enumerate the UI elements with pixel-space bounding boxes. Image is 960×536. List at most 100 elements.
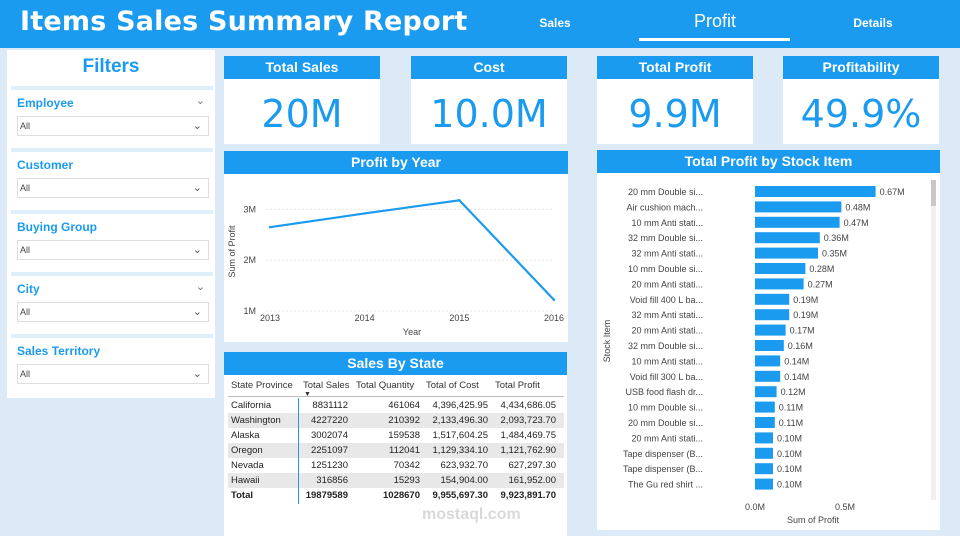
- chevron-down-icon[interactable]: ⌄: [195, 95, 205, 107]
- table-cell: 2,133,496.30: [432, 415, 488, 426]
- slicer-label: Buying Group: [17, 220, 97, 234]
- bar: [755, 432, 773, 444]
- chevron-down-icon: ⌄: [192, 368, 202, 380]
- nav-sales[interactable]: Sales: [539, 16, 571, 30]
- kpi-label: Cost: [411, 56, 567, 79]
- table-cell: 4227220: [311, 415, 348, 426]
- data-label: 0.16M: [788, 341, 813, 351]
- column-header[interactable]: Total Quantity: [356, 380, 415, 391]
- category-label: 20 mm Double si...: [628, 418, 703, 428]
- category-label: The Gu red shirt ...: [628, 480, 703, 490]
- x-tick-label: 2014: [355, 313, 375, 323]
- table-cell: 623,932.70: [440, 460, 488, 471]
- category-label: 20 mm Anti stati...: [631, 433, 703, 443]
- data-label: 0.48M: [845, 202, 870, 212]
- category-label: 32 mm Anti stati...: [631, 310, 703, 320]
- bar: [755, 201, 842, 213]
- table-cell: 4,396,425.95: [432, 400, 488, 411]
- slicer-label: City: [17, 282, 40, 296]
- slicer-dropdown[interactable]: All ⌄: [17, 302, 209, 322]
- data-label: 0.27M: [808, 279, 833, 289]
- slicer-label: Customer: [17, 158, 74, 172]
- slicer-dropdown[interactable]: All ⌄: [17, 364, 209, 384]
- chart-title: Total Profit by Stock Item: [597, 150, 940, 173]
- table-title: Sales By State: [224, 352, 567, 375]
- table-row: Hawaii 316856 15293 154,904.00 161,952.00: [228, 473, 564, 488]
- table-cell: 9,955,697.30: [432, 490, 488, 501]
- data-label: 0.11M: [779, 403, 803, 413]
- table-cell: 1251230: [311, 460, 348, 471]
- x-tick-label: 0.0M: [745, 502, 765, 512]
- table-cell: Total: [231, 490, 253, 501]
- table-cell: 159538: [388, 430, 420, 441]
- table-cell: Hawaii: [231, 475, 260, 486]
- slicer-value: All: [20, 183, 31, 193]
- data-label: 0.19M: [793, 295, 818, 305]
- table-cell: Nevada: [231, 460, 264, 471]
- table-cell: 9,923,891.70: [500, 490, 556, 501]
- table-cell: 4,434,686.05: [500, 400, 556, 411]
- table-row: Nevada 1251230 70342 623,932.70 627,297.30: [228, 458, 564, 473]
- table-cell: 154,904.00: [440, 475, 488, 486]
- nav-profit[interactable]: Profit: [693, 11, 736, 31]
- column-header[interactable]: State Province: [231, 380, 293, 391]
- table-cell: 161,952.00: [508, 475, 556, 486]
- table-cell: 2,093,723.70: [500, 415, 556, 426]
- category-label: 10 mm Double si...: [628, 264, 703, 274]
- column-header[interactable]: Total Sales: [303, 380, 350, 391]
- data-point: [363, 212, 366, 215]
- data-label: 0.10M: [777, 433, 802, 443]
- kpi-value: 49.9%: [800, 92, 922, 136]
- category-label: Void fill 400 L ba...: [630, 295, 703, 305]
- data-label: 0.12M: [781, 387, 806, 397]
- data-label: 0.28M: [809, 264, 834, 274]
- x-tick-label: 2015: [449, 313, 469, 323]
- category-label: 32 mm Anti stati...: [631, 249, 703, 259]
- watermark: mostaql.com: [422, 506, 521, 523]
- data-point: [268, 225, 272, 229]
- bar: [755, 324, 786, 336]
- header-divider: [228, 396, 564, 397]
- data-label: 0.47M: [844, 218, 869, 228]
- top-bar: Items Sales Summary Report Sales Profit …: [0, 0, 960, 48]
- table-cell: 3002074: [311, 430, 348, 441]
- slicer-label: Sales Territory: [17, 344, 101, 358]
- bar: [755, 293, 790, 305]
- chevron-down-icon: ⌄: [192, 120, 202, 132]
- bar: [755, 232, 820, 244]
- bar-chart[interactable]: 20 mm Double si... 0.67M Air cushion mach.…: [597, 173, 940, 530]
- line-chart[interactable]: 1M 2M 3M 2013 2014 2015 2016 Year Sum of Profit: [224, 174, 568, 342]
- column-header[interactable]: Total Profit: [495, 380, 540, 391]
- column-divider: [298, 398, 299, 504]
- bar: [755, 478, 773, 490]
- bar: [755, 263, 806, 274]
- nav-active-indicator: [639, 38, 790, 41]
- chevron-down-icon: ⌄: [192, 182, 202, 194]
- table-cell: 1,484,469.75: [500, 430, 556, 441]
- chart-scrollbar[interactable]: [931, 180, 936, 500]
- column-header[interactable]: Total of Cost: [426, 380, 479, 391]
- slicer-dropdown[interactable]: All ⌄: [17, 240, 209, 260]
- table-cell: 1,517,604.25: [432, 430, 488, 441]
- scrollbar-thumb[interactable]: [931, 180, 936, 206]
- chevron-down-icon[interactable]: ⌄: [195, 281, 205, 293]
- table-header-row: State Province Total Sales Total Quantit…: [228, 378, 564, 393]
- bar: [755, 355, 781, 367]
- slicer-dropdown[interactable]: All ⌄: [17, 116, 209, 136]
- kpi-cost: Cost 10.0M: [411, 56, 567, 144]
- slicer-value: All: [20, 369, 31, 379]
- table-row: Alaska 3002074 159538 1,517,604.25 1,484,469…: [228, 428, 564, 443]
- nav-details[interactable]: Details: [853, 16, 893, 30]
- kpi-value: 20M: [261, 92, 343, 136]
- table-row: California 8831112 461064 4,396,425.95 4,434…: [228, 398, 564, 413]
- data-label: 0.67M: [880, 187, 905, 197]
- bar: [755, 463, 773, 475]
- data-label: 0.35M: [822, 249, 847, 259]
- slicer-dropdown[interactable]: All ⌄: [17, 178, 209, 198]
- category-label: 10 mm Double si...: [628, 403, 703, 413]
- slicer-buying-group: Buying Group All ⌄: [11, 210, 213, 270]
- bar: [755, 401, 775, 413]
- table-cell: 112041: [389, 445, 420, 456]
- table-cell: Washington: [231, 415, 281, 426]
- bar: [755, 186, 876, 197]
